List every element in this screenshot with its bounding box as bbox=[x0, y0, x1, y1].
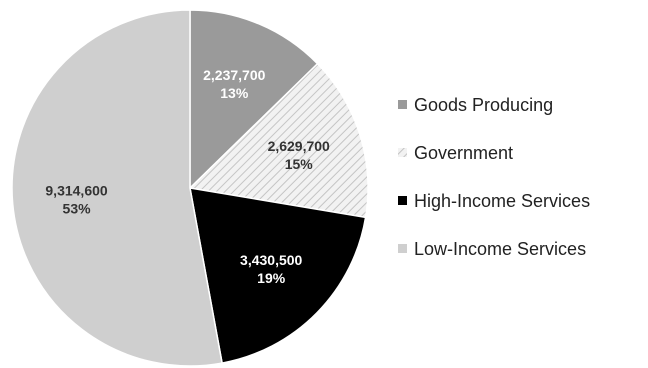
slice-percent-label: 13% bbox=[220, 85, 249, 101]
legend-item-low-income-services: Low-Income Services bbox=[398, 239, 586, 259]
slice-value-label: 2,629,700 bbox=[268, 138, 330, 154]
legend-label: Low-Income Services bbox=[414, 239, 586, 259]
slice-percent-label: 53% bbox=[63, 200, 92, 216]
legend: Goods Producing Government High-Income Ser… bbox=[398, 95, 590, 259]
pie-slice-government bbox=[188, 62, 369, 219]
legend-swatch bbox=[398, 244, 407, 253]
slice-value-label: 9,314,600 bbox=[45, 182, 107, 198]
pie-slice-goods-producing bbox=[189, 9, 319, 190]
legend-swatch bbox=[398, 100, 407, 109]
pie-slice-high-income-services bbox=[189, 187, 367, 364]
legend-swatch bbox=[398, 196, 407, 205]
slice-value-label: 3,430,500 bbox=[240, 252, 302, 268]
pie-slices bbox=[11, 9, 369, 367]
legend-label: Government bbox=[414, 143, 513, 163]
legend-item-goods-producing: Goods Producing bbox=[398, 95, 553, 115]
legend-item-government: Government bbox=[398, 143, 513, 163]
legend-label: High-Income Services bbox=[414, 191, 590, 211]
pie-slice-low-income-services bbox=[11, 9, 223, 367]
legend-swatch bbox=[398, 148, 407, 157]
slice-value-label: 2,237,700 bbox=[203, 67, 265, 83]
pie-slice-labels: 2,237,700 13% 2,629,700 15% 3,430,500 19% 9,31… bbox=[45, 67, 330, 286]
slice-percent-label: 15% bbox=[285, 156, 314, 172]
slice-percent-label: 19% bbox=[257, 270, 286, 286]
legend-label: Goods Producing bbox=[414, 95, 553, 115]
legend-item-high-income-services: High-Income Services bbox=[398, 191, 590, 211]
